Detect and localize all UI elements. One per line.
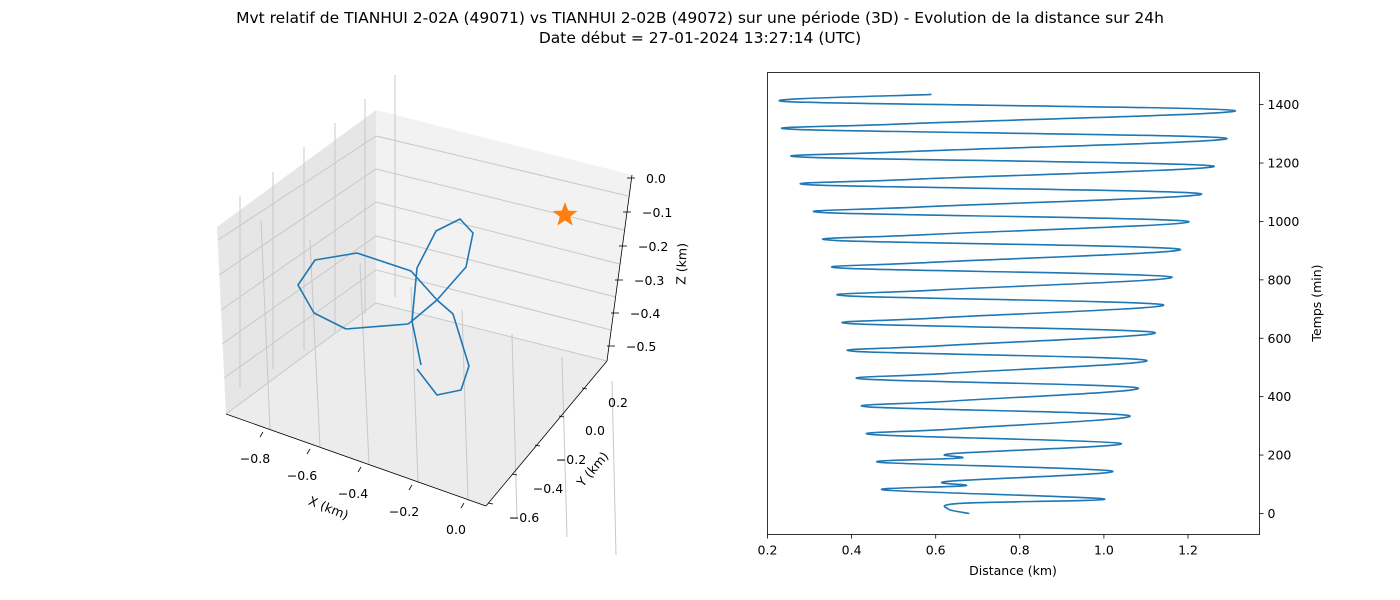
y-tick-label: 0.2 (608, 395, 628, 410)
tick-mark (534, 444, 541, 447)
grid-line (359, 262, 370, 466)
z-axis-label: Z (km) (673, 243, 689, 285)
chart-title: Mvt relatif de TIANHUI 2-02A (49071) vs … (236, 9, 1164, 27)
z-tick-label: −0.1 (642, 205, 672, 220)
star-marker (552, 202, 578, 226)
x-tick-label: 0.2 (758, 543, 778, 558)
grid-line (221, 235, 617, 345)
tick-mark (408, 484, 413, 491)
z-tick-label: −0.2 (638, 239, 668, 254)
grid-3d (217, 75, 629, 556)
y-tick-label: 1000 (1268, 214, 1300, 229)
x-tick-label: 1.0 (1094, 543, 1114, 558)
y-tick-label: 600 (1268, 331, 1292, 346)
y-tick-label: 1400 (1268, 97, 1300, 112)
time-axis-label: Temps (min) (1309, 264, 1324, 342)
x-tick-label: −0.8 (240, 451, 270, 466)
x-tick-label: −0.2 (389, 504, 419, 519)
tick-mark (558, 415, 565, 418)
grid-line (561, 356, 568, 538)
x-tick-label: 0.4 (842, 543, 862, 558)
y-tick-label: 0 (1268, 506, 1276, 521)
tick-mark (487, 502, 494, 505)
z-tick-label: −0.3 (634, 273, 664, 288)
grid-line (511, 333, 518, 520)
y-tick-label: 400 (1268, 389, 1292, 404)
x-tick-label: 1.2 (1178, 543, 1198, 558)
x-tick-label: 0.0 (446, 522, 466, 537)
y-tick-label: −0.2 (556, 452, 586, 467)
pane-floor (226, 303, 607, 506)
x-tick-label: −0.4 (338, 486, 368, 501)
grid-line (461, 309, 469, 502)
y-tick-label: −0.6 (509, 510, 539, 525)
axes-2d: 0.2 0.4 0.6 0.8 1.0 1.2 0 200 400 600 800 1000 1200 1… (758, 72, 1324, 578)
grid-line (611, 380, 617, 556)
grid-line (225, 302, 608, 415)
ticks-2d: 0.2 0.4 0.6 0.8 1.0 1.2 0 200 400 600 800 1000 1200 1… (758, 97, 1300, 557)
grid-line (217, 135, 629, 241)
plot-frame (767, 72, 1260, 535)
chart-subtitle: Date début = 27-01-2024 13:27:14 (UTC) (538, 29, 862, 47)
trajectory-3d-line (297, 218, 474, 396)
grid-line (220, 201, 621, 311)
tick-mark (259, 431, 264, 438)
tick-mark (581, 387, 588, 390)
tick-mark (511, 473, 518, 476)
ticks-3d: −0.8−0.6−0.4−0.20.0−0.6−0.4−0.20.00.20.0… (240, 171, 673, 537)
tick-mark (357, 466, 362, 473)
axes-3d: −0.8−0.6−0.4−0.20.0−0.6−0.4−0.20.00.20.0… (217, 75, 690, 556)
grid-line (309, 239, 321, 448)
x-tick-label: −0.6 (287, 468, 317, 483)
grid-line (223, 269, 612, 379)
y-tick-label: 0.0 (585, 423, 605, 438)
pane-left (217, 110, 376, 414)
distance-series-line (778, 93, 1237, 515)
y-tick-label: 200 (1268, 448, 1292, 463)
grid-line (218, 168, 625, 276)
z-tick-label: 0.0 (646, 171, 666, 186)
tick-mark (460, 502, 465, 509)
y-tick-label: 1200 (1268, 156, 1300, 171)
distance-axis-label: Distance (km) (969, 563, 1057, 578)
x-tick-label: 0.8 (1010, 543, 1030, 558)
y-tick-label: −0.4 (533, 481, 563, 496)
tick-mark (306, 448, 311, 455)
grid-line (260, 219, 271, 430)
axis-lines-3d (225, 174, 633, 507)
pane-back (376, 110, 632, 361)
z-tick-label: −0.4 (630, 306, 660, 321)
z-tick-label: −0.5 (626, 339, 656, 354)
y-tick-label: 800 (1268, 272, 1292, 287)
x-tick-label: 0.6 (926, 543, 946, 558)
